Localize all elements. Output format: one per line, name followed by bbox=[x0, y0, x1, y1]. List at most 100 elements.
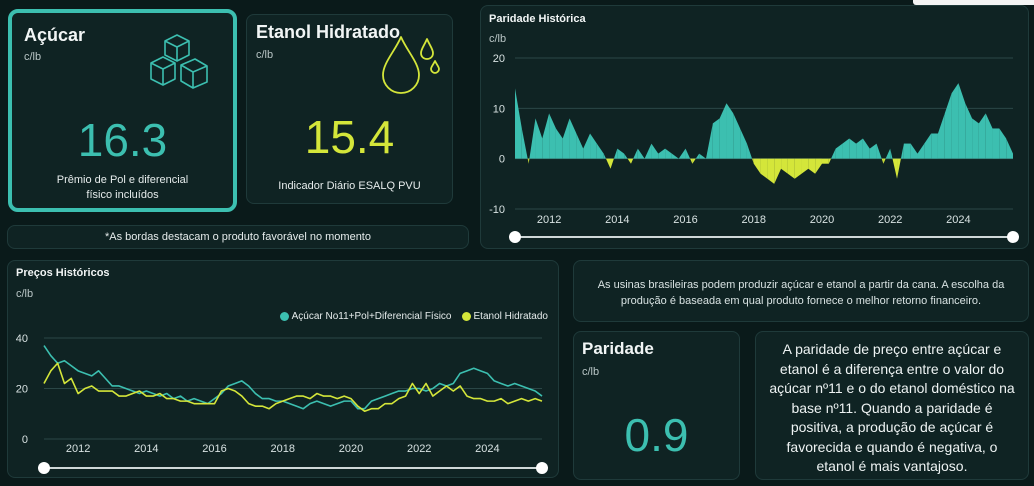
parity-area-positive bbox=[876, 143, 882, 159]
parity-area-negative bbox=[883, 158, 886, 164]
ethanol-unit: c/lb bbox=[256, 49, 274, 61]
parity-slider-end-handle[interactable] bbox=[1007, 231, 1019, 243]
info-box: As usinas brasileiras podem produzir açú… bbox=[573, 260, 1029, 322]
parity-area-positive bbox=[658, 148, 666, 159]
price-lines bbox=[43, 345, 543, 413]
parity-area-negative bbox=[692, 158, 696, 164]
parity-area-positive bbox=[999, 128, 1007, 159]
parity-area-positive bbox=[831, 148, 836, 159]
parity-area-positive bbox=[719, 103, 727, 159]
parity-area-positive bbox=[706, 123, 713, 159]
parity-area-negative bbox=[527, 158, 529, 164]
parity-area-positive bbox=[603, 153, 606, 159]
price-chart-title: Preços Históricos bbox=[16, 267, 110, 279]
parity-area-positive bbox=[665, 148, 672, 159]
parity-area-positive bbox=[931, 133, 938, 159]
parity-x-tick: 2018 bbox=[742, 214, 766, 226]
parity-area-positive bbox=[712, 118, 720, 159]
legend-ethanol[interactable]: Etanol Hidratado bbox=[461, 311, 548, 322]
parity-area-negative bbox=[828, 158, 832, 164]
parity-area-positive bbox=[910, 143, 918, 159]
price-x-tick: 2016 bbox=[202, 443, 226, 455]
parity-area-positive bbox=[965, 103, 973, 159]
parity-area bbox=[515, 83, 1013, 184]
legend-sugar[interactable]: Açúcar No11+Pol+Diferencial Físico bbox=[279, 311, 452, 322]
parity-area-negative bbox=[630, 158, 634, 164]
price-slider-start-handle[interactable] bbox=[38, 462, 50, 474]
parity-area-positive bbox=[613, 148, 618, 159]
parity-area-positive bbox=[651, 143, 659, 159]
sugar-card: Açúcar c/lb 16.3 Prêmio de Pol e diferen… bbox=[8, 9, 237, 212]
parity-area-negative bbox=[781, 158, 788, 174]
parity-x-tick: 2022 bbox=[878, 214, 902, 226]
parity-chart-unit: c/lb bbox=[489, 33, 507, 45]
parity-chart-svg: 20 10 0 -10 2012 2014 2016 2018 2020 2022 2024 bbox=[489, 53, 1019, 243]
parity-area-positive bbox=[869, 143, 877, 159]
parity-area-positive bbox=[590, 133, 597, 159]
parity-area-positive bbox=[917, 143, 925, 159]
parity-text-line: base nº11. Quando a paridade é bbox=[791, 399, 993, 416]
parity-card: Paridade c/lb 0.9 bbox=[573, 331, 740, 480]
parity-area-positive bbox=[849, 138, 857, 159]
sugar-price-line bbox=[43, 345, 543, 410]
parity-text-line: açúcar nº11 e o do etanol doméstico na bbox=[769, 380, 1015, 396]
parity-area-negative bbox=[760, 158, 768, 179]
parity-area-positive bbox=[583, 133, 591, 159]
price-y-tick: 20 bbox=[16, 384, 28, 396]
parity-area-positive bbox=[972, 118, 979, 159]
parity-area-positive bbox=[562, 118, 570, 159]
parity-area-positive bbox=[1006, 138, 1013, 159]
parity-area-positive bbox=[617, 148, 625, 159]
parity-area-positive bbox=[685, 148, 691, 159]
favorable-note-text: *As bordas destacam o produto favorável … bbox=[105, 231, 371, 243]
ethanol-title: Etanol Hidratado bbox=[256, 22, 401, 42]
parity-area-positive bbox=[842, 138, 850, 159]
parity-area-positive bbox=[944, 93, 952, 159]
parity-area-positive bbox=[958, 83, 966, 159]
parity-area-positive bbox=[535, 118, 543, 159]
parity-y-tick: -10 bbox=[489, 204, 505, 216]
ethanol-price-value: 15.4 bbox=[304, 111, 395, 163]
parity-area-negative bbox=[881, 158, 884, 164]
parity-area-negative bbox=[897, 158, 901, 179]
legend-ethanol-dot bbox=[461, 312, 471, 321]
parity-area-negative bbox=[605, 158, 611, 169]
top-edge-element[interactable] bbox=[913, 0, 1034, 5]
parity-area-negative bbox=[815, 158, 822, 174]
parity-area-negative bbox=[752, 158, 754, 164]
parity-chart-panel: Paridade Histórica c/lb 20 10 0 -10 2012 201… bbox=[480, 5, 1029, 249]
parity-x-tick: 2014 bbox=[605, 214, 629, 226]
parity-area-negative bbox=[892, 158, 898, 179]
info-box-line2: produção é baseada em qual produto forne… bbox=[620, 295, 982, 307]
ethanol-price-line bbox=[43, 362, 543, 413]
parity-area-positive bbox=[885, 148, 891, 159]
parity-area-positive bbox=[985, 113, 993, 159]
price-x-tick: 2014 bbox=[134, 443, 158, 455]
parity-x-tick: 2016 bbox=[673, 214, 697, 226]
parity-text-line: favorecida e quando é negativa, o bbox=[786, 438, 998, 455]
parity-text-line: etanol é mais vantajoso. bbox=[816, 458, 968, 474]
parity-y-axis: 20 10 0 -10 bbox=[489, 53, 505, 216]
parity-y-tick: 20 bbox=[493, 53, 505, 65]
parity-text-line: A paridade de preço entre açúcar e bbox=[782, 341, 1002, 357]
price-chart-svg: 40 20 0 2012 2014 2016 2018 2020 2022 2024 bbox=[16, 333, 548, 474]
parity-area-positive bbox=[624, 153, 628, 159]
parity-area-negative bbox=[627, 158, 631, 164]
parity-area-positive bbox=[596, 143, 604, 159]
parity-slider-start-handle[interactable] bbox=[509, 231, 521, 243]
sugar-unit: c/lb bbox=[24, 51, 42, 63]
parity-area-positive bbox=[678, 148, 686, 159]
legend-sugar-dot bbox=[279, 312, 289, 321]
favorable-note: *As bordas destacam o produto favorável … bbox=[7, 225, 469, 249]
parity-area-negative bbox=[787, 158, 795, 179]
price-x-tick: 2020 bbox=[339, 443, 363, 455]
price-y-tick: 40 bbox=[16, 333, 28, 345]
parity-area-positive bbox=[726, 103, 734, 159]
price-x-tick: 2012 bbox=[66, 443, 90, 455]
ethanol-caption: Indicador Diário ESALQ PVU bbox=[278, 180, 421, 192]
price-slider-end-handle[interactable] bbox=[536, 462, 548, 474]
parity-text-line: etanol é a diferença entre o valor do bbox=[779, 360, 1005, 377]
parity-area-positive bbox=[740, 128, 747, 159]
parity-area-positive bbox=[555, 128, 563, 159]
parity-area-positive bbox=[856, 138, 863, 159]
